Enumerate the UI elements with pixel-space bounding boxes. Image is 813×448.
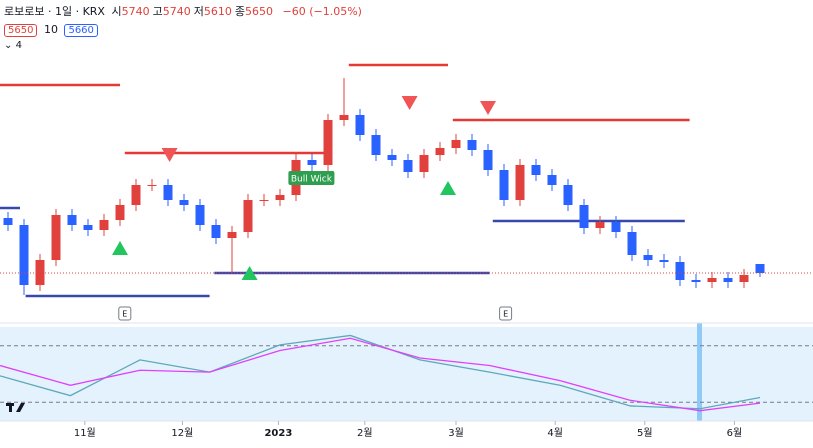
x-tick-label: 12월 xyxy=(171,427,193,439)
buy-signal xyxy=(241,266,258,280)
event-label: E xyxy=(503,310,508,319)
spread: 10 xyxy=(43,23,58,36)
candle-body xyxy=(243,200,253,232)
candle-body xyxy=(595,222,605,228)
candle-body xyxy=(163,185,173,200)
candle-body xyxy=(483,150,493,170)
annotation-box xyxy=(288,171,335,185)
candle-body xyxy=(627,232,637,255)
x-tick-label: 6월 xyxy=(727,427,743,439)
candle-body xyxy=(563,185,573,205)
candle-body xyxy=(227,232,237,238)
oscillator-pane xyxy=(0,327,813,421)
candle-body xyxy=(547,175,557,185)
candle-body xyxy=(611,222,621,232)
candle-body xyxy=(83,225,93,230)
bid[interactable]: 5650 xyxy=(4,24,38,37)
indicator-count: 4 xyxy=(15,40,22,51)
x-tick-label: 11월 xyxy=(74,427,96,439)
candle-body xyxy=(643,255,653,260)
candle-body xyxy=(67,215,77,225)
candle-body xyxy=(3,218,13,225)
candle-body xyxy=(99,220,109,230)
ohlc-value: 5610 xyxy=(203,5,232,18)
header: 로보로보 · 1일 · KRX 시5740 고5740 저5610 종5650 −60… xyxy=(4,3,365,51)
x-tick-label: 2023 xyxy=(264,428,292,439)
candle-body xyxy=(499,170,509,200)
ohlc: 시5740 고5740 저5610 종5650 xyxy=(111,5,276,18)
ohlc-value: 5740 xyxy=(162,5,191,18)
candle-body xyxy=(467,140,477,150)
ohlc-label: 고 xyxy=(152,5,163,18)
candle-body xyxy=(19,225,29,285)
candle-body xyxy=(691,280,701,282)
x-tick-label: 4월 xyxy=(547,427,563,439)
candle-body xyxy=(387,155,397,160)
title-row: 로보로보 · 1일 · KRX 시5740 고5740 저5610 종5650 −60… xyxy=(4,3,365,19)
buy-signal xyxy=(440,181,456,195)
indicators-toggle[interactable]: ⌄ 4 xyxy=(4,40,22,51)
ohlc-label: 시 xyxy=(111,5,122,18)
candle-body xyxy=(147,185,157,186)
candle-body xyxy=(179,200,189,205)
ohlc-value: 5740 xyxy=(121,5,150,18)
candle-body xyxy=(115,205,125,220)
event-marker xyxy=(499,306,513,321)
candle-body xyxy=(355,115,365,135)
candle-body xyxy=(259,200,269,201)
x-tick-label: 2월 xyxy=(357,427,373,439)
candle-body xyxy=(579,205,589,228)
candle-body xyxy=(371,135,381,155)
candle-body xyxy=(323,120,333,165)
ohlc-label: 저 xyxy=(193,5,204,18)
ohlc-value: 5650 xyxy=(244,5,273,18)
candle-body xyxy=(419,155,429,172)
sell-signal xyxy=(480,101,496,115)
x-tick-label: 3월 xyxy=(448,427,464,439)
candle-body xyxy=(723,278,733,282)
candle-body xyxy=(131,185,141,205)
event-marker xyxy=(118,306,132,321)
candle-body xyxy=(675,262,685,280)
candle-body xyxy=(659,260,669,262)
cursor-highlight xyxy=(697,323,702,421)
ohlc-label: 종 xyxy=(234,5,245,18)
buy-signal xyxy=(112,241,128,255)
candle-body xyxy=(755,264,765,273)
candle-body xyxy=(275,195,285,200)
change: −60 (−1.05%) xyxy=(282,5,362,18)
ask[interactable]: 5660 xyxy=(64,24,98,37)
candle-body xyxy=(307,160,317,165)
candle-body xyxy=(451,140,461,148)
candle-body xyxy=(515,165,525,200)
logo xyxy=(6,403,25,412)
annotation-text: Bull Wick xyxy=(291,175,333,185)
candle-body xyxy=(707,278,717,282)
candle-body xyxy=(739,275,749,282)
quote-row: 5650 10 5660 xyxy=(4,23,365,37)
candle-body xyxy=(531,165,541,175)
candle-body xyxy=(195,205,205,225)
candle-body xyxy=(403,160,413,172)
symbol[interactable]: 로보로보 · 1일 · KRX xyxy=(4,5,105,18)
candle-body xyxy=(211,225,221,238)
candle-body xyxy=(339,115,349,120)
candle-body xyxy=(51,215,61,260)
candle-body xyxy=(435,148,445,155)
sell-signal xyxy=(161,148,178,162)
event-label: E xyxy=(122,310,127,319)
sell-signal xyxy=(401,96,418,110)
x-tick-label: 5월 xyxy=(637,427,653,439)
oscillator-line xyxy=(0,337,761,412)
